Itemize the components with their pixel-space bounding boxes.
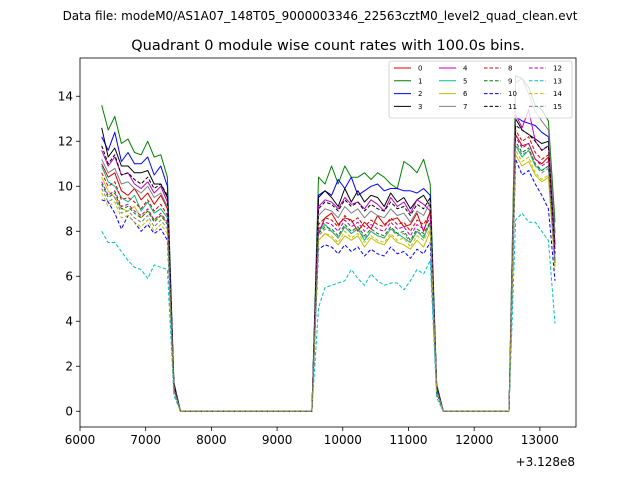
legend-label-7: 7 — [463, 103, 467, 111]
legend-label-3: 3 — [418, 103, 422, 111]
legend-frame — [388, 60, 573, 119]
legend-label-4: 4 — [463, 65, 468, 73]
legend-label-9: 9 — [508, 77, 512, 85]
x-tick-label: 13000 — [521, 433, 559, 447]
x-tick-label: 8000 — [196, 433, 227, 447]
series-line-11 — [101, 125, 556, 412]
y-tick-label: 0 — [65, 404, 73, 418]
x-tick-label: 10000 — [324, 433, 362, 447]
x-tick-label: 12000 — [455, 433, 493, 447]
legend-label-1: 1 — [418, 77, 422, 85]
y-tick-label: 8 — [65, 224, 73, 238]
legend-label-0: 0 — [418, 65, 422, 73]
y-tick-label: 10 — [58, 179, 73, 193]
y-tick-label: 14 — [58, 89, 73, 103]
figure-suptitle: Data file: modeM0/AS1A07_148T05_90000033… — [63, 9, 578, 23]
legend-label-15: 15 — [553, 103, 562, 111]
y-tick-label: 4 — [65, 314, 73, 328]
y-tick-label: 6 — [65, 269, 73, 283]
x-tick-label: 6000 — [65, 433, 96, 447]
axis-ticks: 6000 7000 8000 9000 10000 11000 12000 13000 0 2 4 6… — [58, 89, 559, 447]
x-tick-label: 7000 — [130, 433, 161, 447]
legend-label-13: 13 — [553, 77, 562, 85]
series-line-14 — [101, 149, 556, 412]
legend-label-2: 2 — [418, 90, 422, 98]
y-tick-label: 12 — [58, 134, 73, 148]
plot-area-frame — [79, 57, 577, 428]
legend-label-10: 10 — [508, 90, 517, 98]
x-axis-offset-label: +3.128e8 — [516, 455, 575, 469]
y-tick-label: 2 — [65, 359, 73, 373]
chart-title: Quadrant 0 module wise count rates with … — [131, 38, 525, 54]
legend-label-14: 14 — [553, 90, 562, 98]
legend-label-6: 6 — [463, 90, 468, 98]
legend-label-8: 8 — [508, 65, 512, 73]
series-line-15 — [101, 143, 556, 412]
x-tick-label: 11000 — [389, 433, 427, 447]
legend-label-12: 12 — [553, 65, 562, 73]
legend-label-5: 5 — [463, 77, 467, 85]
legend-label-11: 11 — [508, 103, 517, 111]
x-tick-label: 9000 — [262, 433, 293, 447]
series-layer — [101, 75, 556, 412]
